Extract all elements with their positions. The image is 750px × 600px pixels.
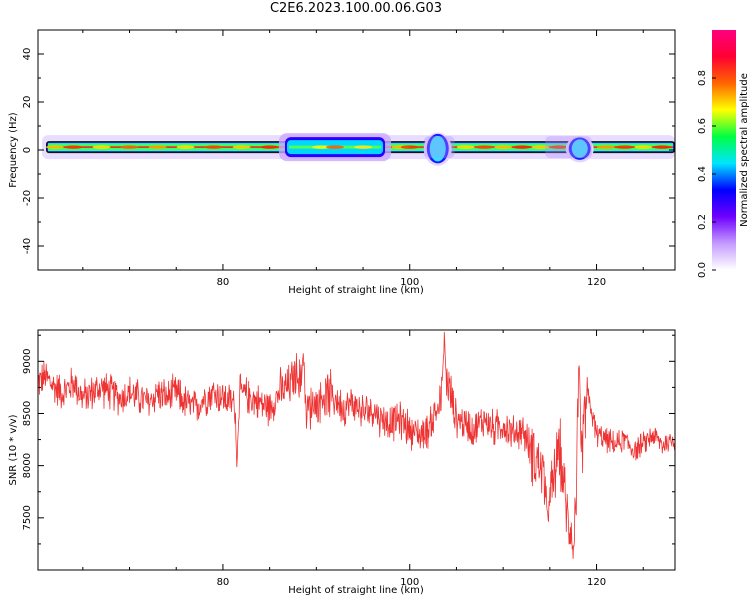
snr-line (38, 331, 675, 559)
y-tick-label: 0 (22, 147, 33, 153)
spectrogram-y-ticks: 40 20 0 -20 -40 (22, 48, 675, 254)
band-tint (423, 136, 455, 159)
spectrogram-x-ticks: 80 100 120 (82, 30, 644, 288)
snr-frame (37, 329, 676, 571)
band-hotspot (232, 145, 251, 149)
y-tick-label: 8000 (22, 453, 33, 478)
spectrogram-x-label: Height of straight line (km) (288, 285, 424, 296)
colorbar-tick-label: 0.4 (697, 166, 708, 182)
spectrogram-panel: 80 100 120 40 20 0 -20 -40 Height of straight … (8, 29, 676, 296)
band-hotspot (512, 145, 531, 149)
band-hotspot (312, 145, 331, 149)
colorbar-label: Normalized spectral amplitude (739, 73, 750, 227)
band-hotspot (260, 145, 279, 149)
y-tick-label: 20 (22, 96, 33, 109)
band-dip-core (429, 135, 446, 162)
band-hotspot (120, 145, 139, 149)
band-hotspot (148, 145, 167, 149)
colorbar-ticks: 0.0 0.2 0.4 0.6 0.8 (697, 70, 716, 278)
colorbar-tick-label: 0.6 (697, 118, 708, 134)
snr-x-ticks: 80 100 120 (82, 330, 644, 588)
band-hotspot (475, 145, 494, 149)
y-tick-label: -20 (22, 190, 33, 206)
band-hotspot (456, 145, 475, 149)
band-hotspot (326, 145, 345, 149)
x-tick-label: 100 (400, 577, 419, 588)
band-hotspot (45, 145, 64, 149)
snr-panel: 80 100 120 9000 8500 8000 7500 Height of stra… (8, 329, 676, 596)
band-hotspot (531, 145, 550, 149)
y-tick-label: 40 (22, 48, 33, 61)
x-tick-label: 80 (217, 577, 230, 588)
x-tick-label: 120 (587, 577, 606, 588)
band-hotspot (494, 145, 513, 149)
band-hotspot (354, 145, 373, 149)
colorbar-tick-label: 0.8 (697, 70, 708, 86)
snr-x-label: Height of straight line (km) (288, 585, 424, 596)
band-hotspot (550, 145, 569, 149)
spectral-band (42, 132, 675, 166)
snr-y-label: SNR (10 * v/v) (8, 414, 19, 485)
colorbar-tick-label: 0.0 (697, 262, 708, 278)
colorbar-gradient (712, 30, 736, 270)
band-hotspot (615, 145, 634, 149)
band-hotspot (652, 145, 671, 149)
y-tick-label: 8500 (22, 401, 33, 426)
band-tint (545, 136, 592, 159)
y-tick-label: 7500 (22, 505, 33, 530)
spectrogram-y-label: Frequency (Hz) (8, 112, 19, 188)
band-hotspot (596, 145, 615, 149)
x-tick-label: 80 (217, 277, 230, 288)
snr-y-ticks: 9000 8500 8000 7500 (22, 334, 675, 545)
band-hotspot (64, 145, 83, 149)
band-hotspot (634, 145, 653, 149)
x-tick-label: 100 (400, 277, 419, 288)
band-dip-core (571, 139, 588, 158)
band-hotspot (400, 145, 419, 149)
y-tick-label: 9000 (22, 349, 33, 374)
band-hotspot (204, 145, 223, 149)
colorbar: 0.0 0.2 0.4 0.6 0.8 Normalized spectral ampl… (697, 30, 750, 278)
x-tick-label: 120 (587, 277, 606, 288)
band-hotspot (92, 145, 111, 149)
band-hotspot (176, 145, 195, 149)
colorbar-tick-label: 0.2 (697, 214, 708, 230)
y-tick-label: -40 (22, 238, 33, 254)
figure-title: C2E6.2023.100.00.06.G03 (269, 1, 443, 16)
